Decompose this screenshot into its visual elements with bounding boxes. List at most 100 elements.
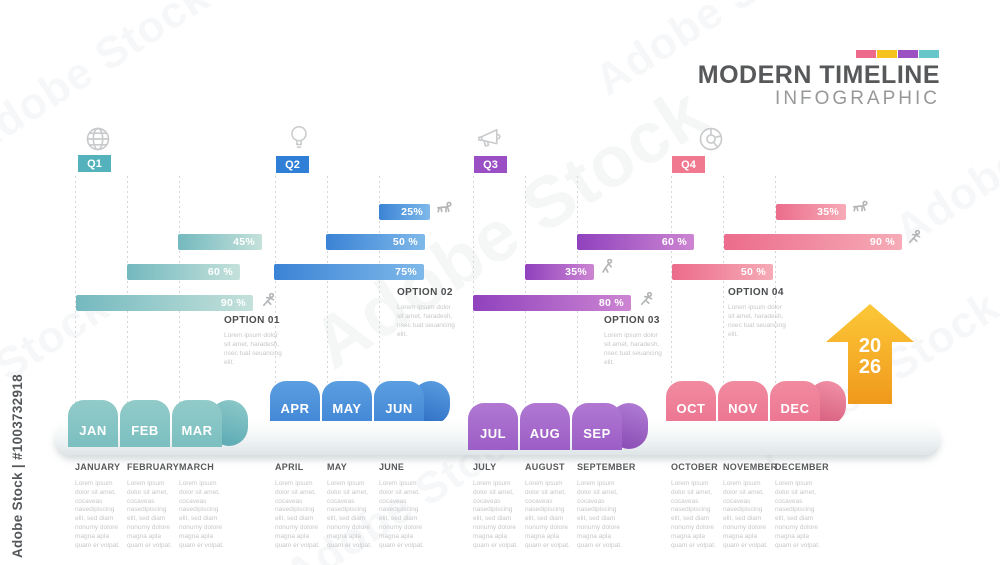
quarter-badge-q2: Q2: [276, 156, 309, 173]
month-name: MARCH: [179, 462, 214, 472]
donut-chart-icon: [697, 125, 725, 158]
month-description: Lorem ipsum dolor sit amet, cocaveas nas…: [775, 480, 820, 549]
month-tab-aug: AUG: [520, 403, 570, 450]
month-description: Lorem ipsum dolor sit amet, cocaveas nas…: [723, 480, 768, 549]
month-description: Lorem ipsum dolor sit amet, cocaveas nas…: [379, 480, 424, 549]
progress-bar-q1-45: 45%: [178, 234, 262, 250]
month-tab-sep: SEP: [572, 403, 622, 450]
progress-bar-q3-60: 60 %: [577, 234, 694, 250]
progress-bar-q3-80: 80 %: [473, 295, 631, 311]
column-guide: [775, 176, 776, 422]
progress-bar-q4-90: 90 %: [724, 234, 902, 250]
accent-bar-purple: [898, 50, 918, 58]
month-description: Lorem ipsum dolor sit amet, cocaveas nas…: [577, 480, 622, 549]
month-description: Lorem ipsum dolor sit amet, cocaveas nas…: [127, 480, 172, 549]
progress-bar-q2-75: 75%: [274, 264, 424, 280]
month-description: Lorem ipsum dolor sit amet, cocaveas nas…: [75, 480, 120, 549]
month-name: DECEMBER: [775, 462, 829, 472]
quarter-badge-q1: Q1: [78, 155, 111, 172]
option-04-label: OPTION 04: [728, 287, 784, 298]
month-section-december: DECEMBER Lorem ipsum dolor sit amet, coc…: [775, 462, 829, 550]
progress-bar-q1-60: 60 %: [127, 264, 240, 280]
run-person-icon: [904, 229, 923, 251]
month-section-june: JUNE Lorem ipsum dolor sit amet, cocavea…: [379, 462, 427, 550]
option-03-label: OPTION 03: [604, 315, 660, 326]
accent-bar-yellow: [877, 50, 897, 58]
megaphone-icon: [476, 126, 506, 157]
month-description: Lorem ipsum dolor sit amet, cocaveas nas…: [671, 480, 716, 549]
option-02-text: Lorem ipsum dolor sit amet, haradesh, ns…: [397, 304, 455, 338]
option-01-label: OPTION 01: [224, 315, 280, 326]
month-name: MAY: [327, 462, 348, 472]
month-description: Lorem ipsum dolor sit amet, cocaveas nas…: [473, 480, 518, 549]
quarter-badge-q4: Q4: [672, 156, 705, 173]
month-section-april: APRIL Lorem ipsum dolor sit amet, cocave…: [275, 462, 323, 550]
month-name: APRIL: [275, 462, 304, 472]
option-01-text: Lorem ipsum dolor sit amet, haradesh, ns…: [224, 332, 282, 366]
month-tab-oct: OCT: [666, 381, 716, 425]
lightbulb-icon: [286, 124, 312, 157]
month-tab-nov: NOV: [718, 381, 768, 425]
run-person-icon: [636, 291, 655, 313]
year-arrow: 20 26: [826, 304, 914, 404]
month-name: JUNE: [379, 462, 405, 472]
column-guide: [723, 176, 724, 422]
crawl-person-icon: [434, 201, 453, 220]
page-title: MODERN TIMELINE: [697, 61, 940, 89]
month-description: Lorem ipsum dolor sit amet, cocaveas nas…: [179, 480, 224, 549]
progress-bar-q3-35: 35%: [525, 264, 594, 280]
progress-bar-q2-50: 50 %: [326, 234, 425, 250]
month-section-march: MARCH Lorem ipsum dolor sit amet, cocave…: [179, 462, 227, 550]
month-section-november: NOVEMBER Lorem ipsum dolor sit amet, coc…: [723, 462, 778, 550]
progress-bar-q2-25: 25%: [379, 204, 430, 220]
progress-bar-q4-35: 35%: [776, 204, 846, 220]
quarter-badge-q3: Q3: [474, 156, 507, 173]
option-04-text: Lorem ipsum dolor sit amet, haradesh, ns…: [728, 304, 786, 338]
month-tab-mar: MAR: [172, 400, 222, 447]
month-section-august: AUGUST Lorem ipsum dolor sit amet, cocav…: [525, 462, 573, 550]
year-label: 20 26: [858, 335, 882, 378]
month-section-october: OCTOBER Lorem ipsum dolor sit amet, coca…: [671, 462, 719, 550]
option-03-text: Lorem ipsum dolor sit amet, haradesh, ns…: [604, 332, 662, 366]
month-name: OCTOBER: [671, 462, 718, 472]
option-02-label: OPTION 02: [397, 287, 453, 298]
column-guide: [327, 176, 328, 422]
column-guide: [75, 176, 76, 422]
watermark-stock-id: Adobe Stock | #1003732918: [10, 374, 25, 558]
month-description: Lorem ipsum dolor sit amet, cocaveas nas…: [525, 480, 570, 549]
title-accent-bars: [856, 50, 939, 58]
month-tab-feb: FEB: [120, 400, 170, 447]
month-section-september: SEPTEMBER Lorem ipsum dolor sit amet, co…: [577, 462, 636, 550]
month-section-february: FEBRUARY Lorem ipsum dolor sit amet, coc…: [127, 462, 180, 550]
column-guide: [671, 176, 672, 422]
column-guide: [379, 176, 380, 422]
accent-bar-pink: [856, 50, 876, 58]
globe-icon: [84, 125, 112, 158]
run-person-icon: [258, 292, 277, 314]
month-name: NOVEMBER: [723, 462, 778, 472]
month-name: JULY: [473, 462, 497, 472]
month-name: AUGUST: [525, 462, 565, 472]
month-description: Lorem ipsum dolor sit amet, cocaveas nas…: [327, 480, 372, 549]
month-section-may: MAY Lorem ipsum dolor sit amet, cocaveas…: [327, 462, 375, 550]
month-name: JANUARY: [75, 462, 121, 472]
month-tab-jul: JUL: [468, 403, 518, 450]
month-tab-may: MAY: [322, 381, 372, 425]
rise-person-icon: [598, 258, 615, 280]
column-guide: [275, 176, 276, 422]
crawl-person-icon: [850, 200, 869, 219]
month-name: FEBRUARY: [127, 462, 180, 472]
month-tab-jun: JUN: [374, 381, 424, 425]
accent-bar-teal: [919, 50, 939, 58]
progress-bar-q4-50: 50 %: [672, 264, 773, 280]
month-description: Lorem ipsum dolor sit amet, cocaveas nas…: [275, 480, 320, 549]
month-section-july: JULY Lorem ipsum dolor sit amet, cocavea…: [473, 462, 521, 550]
month-tab-jan: JAN: [68, 400, 118, 447]
progress-bar-q1-90: 90 %: [76, 295, 253, 311]
month-tab-apr: APR: [270, 381, 320, 425]
month-tab-dec: DEC: [770, 381, 820, 425]
page-subtitle: INFOGRAPHIC: [775, 88, 940, 109]
month-name: SEPTEMBER: [577, 462, 636, 472]
month-section-january: JANUARY Lorem ipsum dolor sit amet, coca…: [75, 462, 123, 550]
